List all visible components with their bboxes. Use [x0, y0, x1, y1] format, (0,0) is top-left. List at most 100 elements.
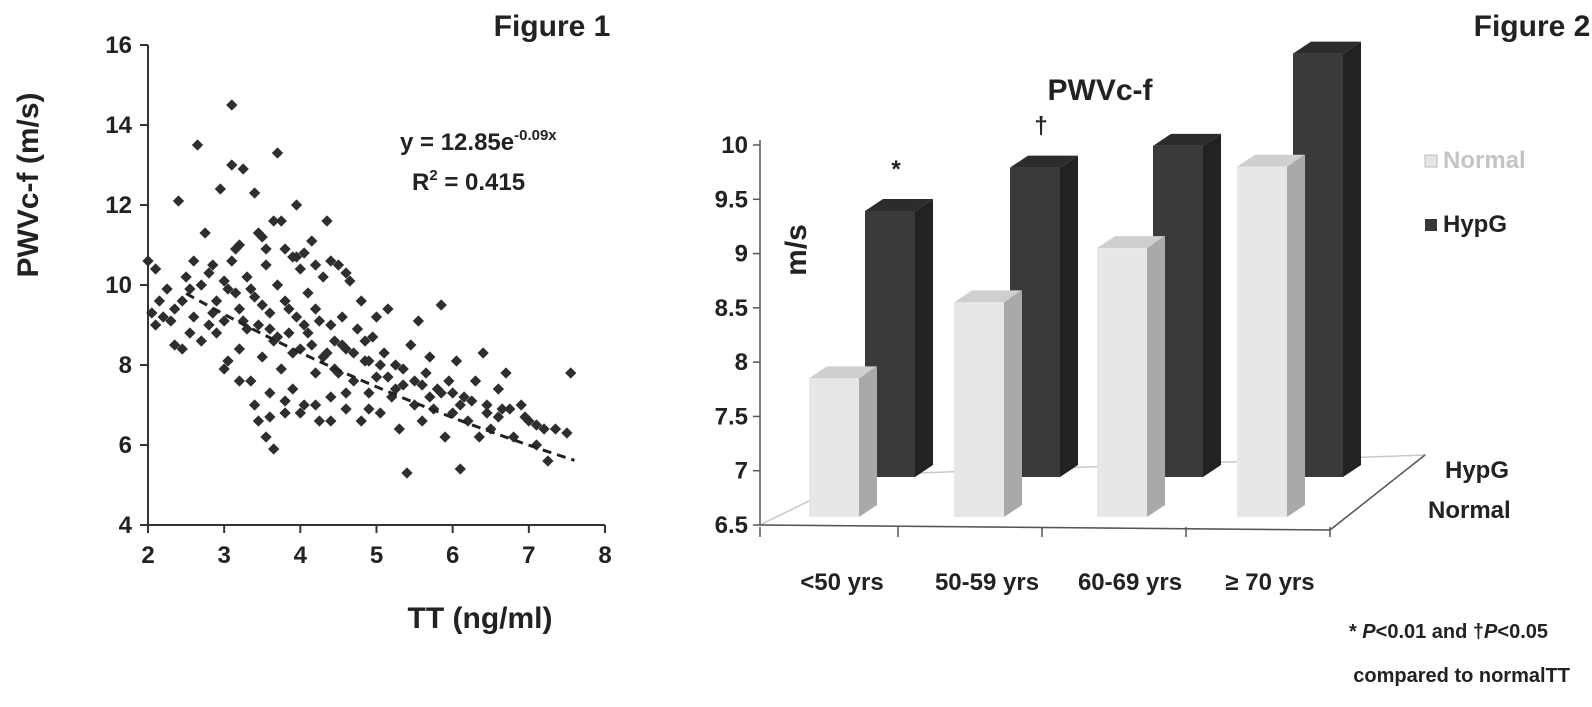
bar-normal-top	[1237, 154, 1305, 167]
depth-axis-line	[1329, 454, 1426, 531]
category-label: 60-69 yrs	[1078, 569, 1182, 596]
figure-1-label: Figure 1	[494, 10, 611, 43]
bar-normal-front	[809, 378, 859, 517]
scatter-point	[176, 343, 188, 355]
bar-normal	[954, 290, 1022, 517]
scatter-point	[233, 239, 246, 251]
scatter-point	[454, 463, 466, 475]
scatter-point	[248, 187, 261, 199]
value-tick-label: 9.5	[715, 186, 748, 213]
scatter-point	[287, 383, 299, 395]
scatter-point	[245, 375, 257, 387]
scatter-point	[416, 415, 428, 427]
legend-swatch-normal	[1424, 154, 1438, 168]
scatter-point	[325, 319, 337, 331]
footnote-line-2: compared to normalTT	[1353, 665, 1570, 687]
scatter-point	[374, 359, 386, 371]
scatter-point	[306, 235, 318, 247]
scatter-point	[157, 311, 169, 323]
value-tick-label: 9	[735, 241, 748, 268]
scatter-point	[340, 267, 352, 279]
depth-label-normal: Normal	[1428, 497, 1511, 524]
scatter-point	[313, 415, 326, 427]
bar-hypg-side	[1343, 41, 1361, 477]
scatter-point	[397, 379, 409, 391]
scatter-point	[275, 215, 287, 227]
scatter-point	[565, 367, 577, 379]
scatter-point	[355, 415, 367, 427]
x-tick-label: 2	[141, 542, 154, 569]
legend: Normal HypG	[1424, 147, 1526, 238]
scatter-point	[397, 363, 409, 375]
bar-hypg-top	[1293, 41, 1361, 54]
scatter-point	[389, 359, 402, 371]
legend-label-hypg: HypG	[1443, 211, 1507, 238]
scatter-point	[336, 311, 348, 323]
scatter-point	[146, 307, 158, 319]
bar-normal-top	[1097, 236, 1165, 249]
y-tick-label: 8	[119, 352, 132, 379]
scatter-point	[328, 335, 341, 347]
scatter-point	[271, 279, 284, 291]
figure-1-scatter: Figure 1 4 6 8 10 12 14 16 2 3 4 5 6 7 8 y = 12.85e-…	[12, 10, 612, 635]
scatter-point	[169, 339, 181, 351]
scatter-point	[279, 243, 291, 255]
scatter-point	[226, 159, 238, 171]
scatter-point	[309, 367, 322, 379]
scatter-point	[347, 347, 360, 359]
scatter-point	[222, 283, 234, 295]
scatter-point	[279, 395, 291, 407]
scatter-point	[260, 259, 272, 271]
scatter-point	[439, 431, 451, 443]
scatter-point	[443, 375, 455, 387]
scatter-point	[275, 363, 287, 375]
x-tick-label: 3	[217, 542, 230, 569]
category-ticks: <50 yrs 50-59 yrs 60-69 yrs ≥ 70 yrs	[759, 527, 1331, 596]
scatter-point	[199, 227, 211, 239]
y-tick-label: 4	[119, 512, 133, 539]
scatter-point	[252, 415, 265, 427]
scatter-point	[222, 355, 234, 367]
scatter-point	[188, 311, 200, 323]
scatter-point	[424, 391, 436, 403]
footnote-line-1: * P<0.01 and †P<0.05	[1349, 621, 1548, 643]
scatter-point	[184, 327, 196, 339]
scatter-point	[302, 287, 314, 299]
bar-hypg-top	[865, 199, 933, 211]
y-axis-title: PWVc-f (m/s)	[12, 92, 45, 277]
scatter-point	[412, 315, 425, 327]
scatter-point	[306, 339, 318, 351]
scatter-point	[530, 419, 543, 431]
scatter-point	[214, 183, 227, 195]
scatter-point	[169, 303, 181, 315]
y-tick-label: 14	[105, 112, 132, 139]
scatter-point	[264, 307, 276, 319]
category-label: 50-59 yrs	[935, 569, 1039, 596]
scatter-point	[241, 271, 253, 283]
scatter-point	[203, 267, 215, 279]
scatter-point	[226, 255, 238, 267]
scatter-point	[416, 379, 428, 391]
scatter-point	[233, 343, 246, 355]
y-tick-label: 10	[105, 272, 132, 299]
scatter-point	[279, 295, 291, 307]
scatter-point	[561, 427, 573, 439]
bar-hypg-side	[1060, 155, 1078, 478]
bar-normal-side	[859, 366, 877, 517]
scatter-point	[473, 431, 485, 443]
scatter-point	[172, 195, 185, 207]
scatter-point	[248, 399, 261, 411]
scatter-point	[218, 363, 230, 375]
bar-hypg-side	[915, 199, 933, 477]
scatter-point	[290, 199, 303, 211]
scatter-point	[298, 247, 310, 259]
scatter-point	[229, 287, 242, 299]
scatter-point	[405, 339, 417, 351]
scatter-point	[309, 303, 322, 315]
scatter-point	[477, 347, 489, 359]
scatter-point	[271, 147, 284, 159]
value-tick-label: 8.5	[715, 295, 748, 322]
scatter-point	[313, 315, 326, 327]
bar-hypg-side	[1203, 133, 1221, 477]
